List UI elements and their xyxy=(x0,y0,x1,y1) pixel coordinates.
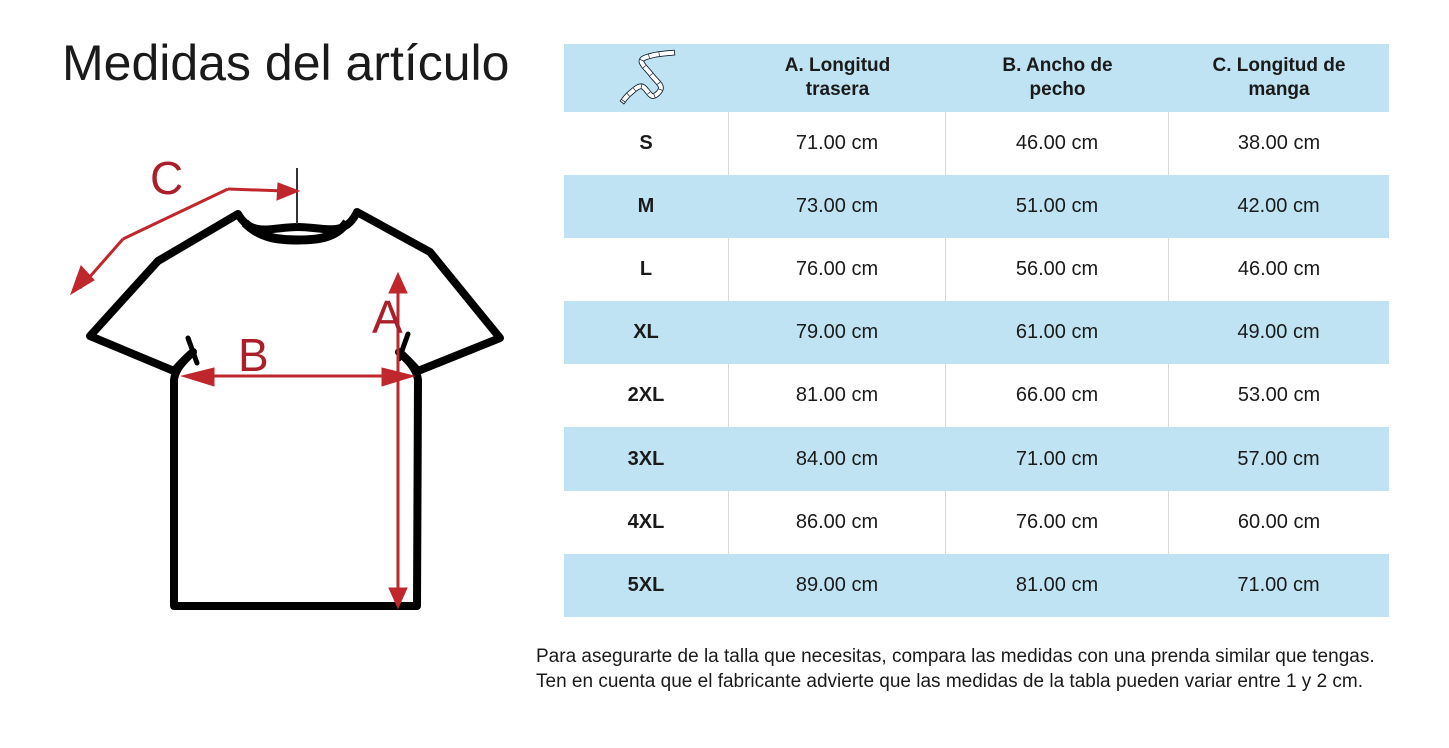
svg-text:C: C xyxy=(150,152,183,204)
svg-text:A: A xyxy=(372,291,403,343)
svg-text:B: B xyxy=(238,329,269,381)
